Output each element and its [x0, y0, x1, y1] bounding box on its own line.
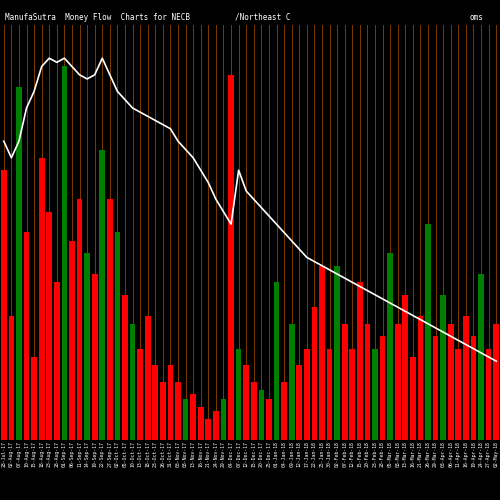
Bar — [282, 382, 287, 440]
Bar — [54, 282, 60, 440]
Text: /Northeast C: /Northeast C — [235, 12, 290, 22]
Bar — [152, 366, 158, 440]
Bar — [463, 316, 469, 440]
Bar — [402, 294, 408, 440]
Bar — [364, 324, 370, 440]
Bar — [425, 224, 431, 440]
Bar — [388, 253, 393, 440]
Bar — [456, 348, 461, 440]
Bar — [372, 348, 378, 440]
Bar — [478, 274, 484, 440]
Bar — [213, 411, 219, 440]
Bar — [342, 324, 347, 440]
Bar — [8, 316, 14, 440]
Text: ManufaSutra  Money Flow  Charts for NECB: ManufaSutra Money Flow Charts for NECB — [5, 12, 190, 22]
Bar — [410, 357, 416, 440]
Bar — [228, 75, 234, 440]
Bar — [380, 336, 386, 440]
Bar — [198, 407, 203, 440]
Bar — [32, 357, 37, 440]
Bar — [130, 324, 136, 440]
Bar — [84, 253, 90, 440]
Bar — [266, 398, 272, 440]
Bar — [433, 336, 438, 440]
Bar — [440, 294, 446, 440]
Bar — [494, 324, 499, 440]
Bar — [100, 150, 105, 440]
Bar — [350, 348, 355, 440]
Bar — [76, 200, 82, 440]
Bar — [46, 212, 52, 440]
Bar — [69, 241, 75, 440]
Bar — [107, 200, 112, 440]
Bar — [92, 274, 98, 440]
Bar — [145, 316, 150, 440]
Text: oms: oms — [470, 12, 484, 22]
Bar — [319, 266, 325, 440]
Bar — [296, 366, 302, 440]
Bar — [168, 366, 173, 440]
Bar — [244, 366, 249, 440]
Bar — [220, 398, 226, 440]
Bar — [289, 324, 294, 440]
Bar — [160, 382, 166, 440]
Bar — [304, 348, 310, 440]
Bar — [486, 348, 492, 440]
Bar — [418, 316, 424, 440]
Bar — [274, 282, 280, 440]
Bar — [326, 348, 332, 440]
Bar — [190, 394, 196, 440]
Bar — [470, 336, 476, 440]
Bar — [39, 158, 44, 440]
Bar — [395, 324, 400, 440]
Bar — [16, 87, 22, 440]
Bar — [183, 398, 188, 440]
Bar — [138, 348, 143, 440]
Bar — [258, 390, 264, 440]
Bar — [334, 266, 340, 440]
Bar — [357, 282, 362, 440]
Bar — [175, 382, 181, 440]
Bar — [24, 232, 30, 440]
Bar — [236, 348, 242, 440]
Bar — [62, 66, 67, 440]
Bar — [448, 324, 454, 440]
Bar — [251, 382, 256, 440]
Bar — [122, 294, 128, 440]
Bar — [312, 307, 317, 440]
Bar — [114, 232, 120, 440]
Bar — [1, 170, 6, 440]
Bar — [206, 419, 211, 440]
